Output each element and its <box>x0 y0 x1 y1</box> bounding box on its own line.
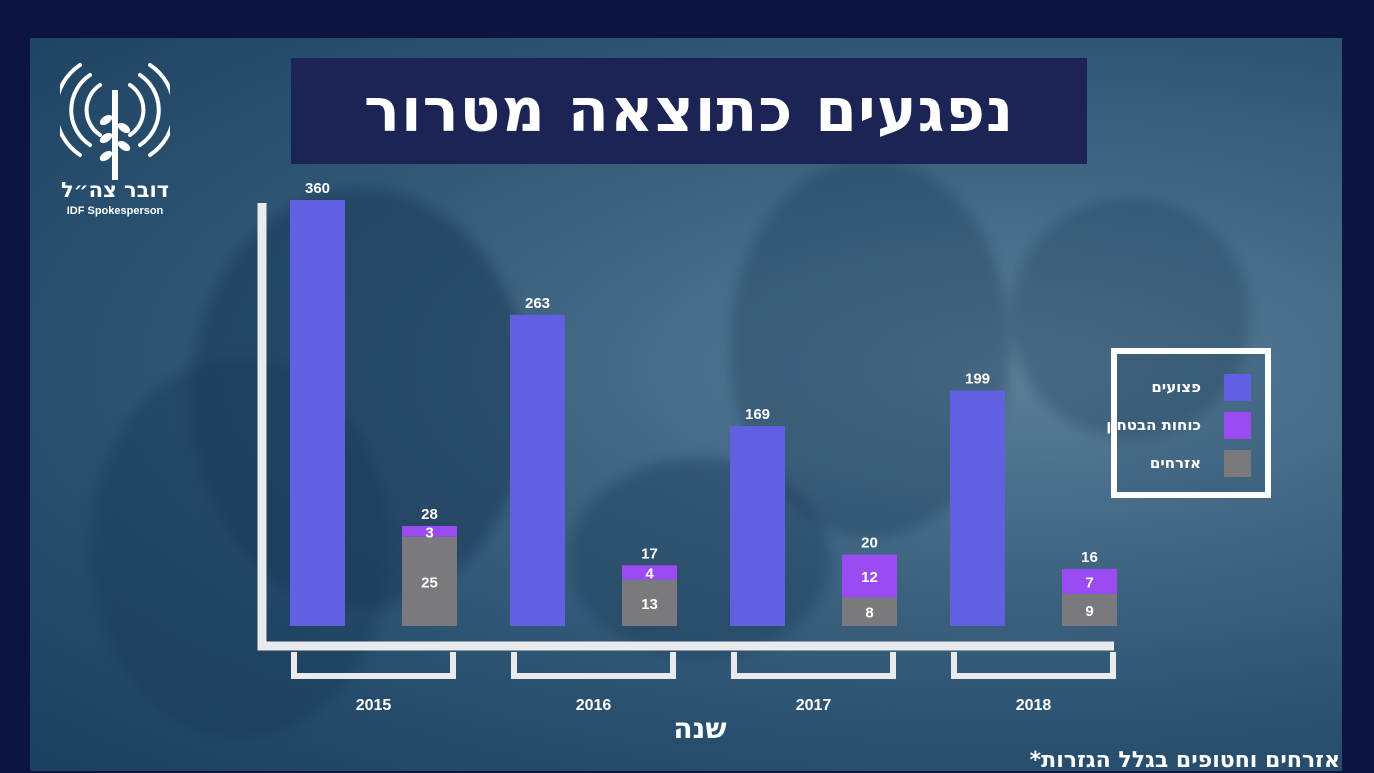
legend-label: פצועים <box>1151 378 1201 396</box>
x-tick-label-2016: 2016 <box>576 697 612 714</box>
legend-swatch-wounded <box>1224 374 1251 401</box>
bar-wounded-2017 <box>730 426 785 626</box>
bar-total-2015: 28 <box>421 506 438 523</box>
legend-label: אזרחים <box>1149 454 1201 472</box>
bar-total-2017: 20 <box>861 535 878 552</box>
legend-label: כוחות הבטחון <box>1106 416 1201 434</box>
x-tick-label-2015: 2015 <box>356 697 392 714</box>
bar-security-2015 <box>402 526 457 537</box>
legend-swatch-civilians <box>1224 450 1251 477</box>
bar-value-security-2015: 3 <box>425 524 433 541</box>
axis-frame <box>257 203 1114 651</box>
category-bracket-2017 <box>731 652 896 679</box>
legend-item-civilians: אזרחים <box>1117 450 1265 480</box>
bar-civilians-2015 <box>402 536 457 626</box>
bar-civilians-2017 <box>842 597 897 626</box>
chart-title: נפגעים כתוצאה מטרור <box>363 76 1015 146</box>
x-tick-label-2018: 2018 <box>1016 697 1052 714</box>
bar-civilians-2018 <box>1062 593 1117 626</box>
bar-value-wounded-2017: 169 <box>745 406 770 423</box>
x-tick-label-2017: 2017 <box>796 697 832 714</box>
bar-value-wounded-2015: 360 <box>305 180 330 197</box>
bar-security-2017 <box>842 554 897 598</box>
bar-wounded-2018 <box>950 390 1005 626</box>
legend-swatch-security-forces <box>1224 412 1251 439</box>
category-bracket-2018 <box>951 652 1116 679</box>
bar-value-wounded-2018: 199 <box>965 371 990 388</box>
legend: פצועים כוחות הבטחון אזרחים <box>1106 348 1271 498</box>
legend-item-wounded: פצועים <box>1117 374 1265 404</box>
bar-wounded-2015 <box>290 200 345 626</box>
bar-security-2016 <box>622 565 677 580</box>
bar-value-civilians-2018: 9 <box>1085 603 1093 620</box>
category-bracket-2016 <box>511 652 676 679</box>
bar-security-2018 <box>1062 568 1117 594</box>
bar-total-2018: 16 <box>1081 549 1098 566</box>
logo-english-text: IDF Spokesperson <box>66 205 164 217</box>
bar-value-security-2016: 4 <box>645 565 654 582</box>
title-banner <box>291 58 1087 164</box>
idf-spokesperson-logo <box>60 63 170 180</box>
bar-value-civilians-2017: 8 <box>865 605 873 622</box>
legend-item-security-forces: כוחות הבטחון <box>1106 412 1265 442</box>
category-bracket-2015 <box>291 652 456 679</box>
bar-value-civilians-2016: 13 <box>641 596 658 613</box>
logo-hebrew-text: דובר צה״ל <box>60 178 170 202</box>
bar-value-wounded-2016: 263 <box>525 295 550 312</box>
footnote: *אזרחים וחטופים בגלל הגזרות <box>1029 748 1340 773</box>
bar-civilians-2016 <box>622 579 677 626</box>
bar-wounded-2016 <box>510 314 565 626</box>
bar-total-2016: 17 <box>641 545 658 562</box>
bar-value-security-2018: 7 <box>1085 574 1093 591</box>
bar-value-civilians-2015: 25 <box>421 574 438 591</box>
x-axis-label: שנה <box>673 712 727 745</box>
bar-value-security-2017: 12 <box>861 569 878 586</box>
